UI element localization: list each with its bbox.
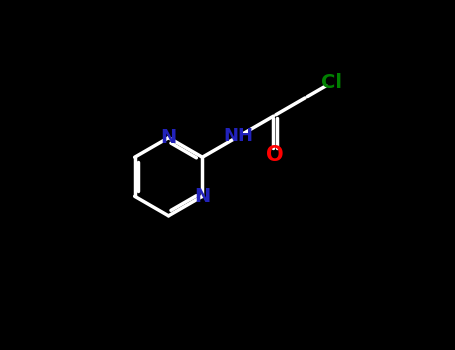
Text: O: O <box>266 145 283 164</box>
Text: N: N <box>160 128 177 147</box>
Text: NH: NH <box>223 127 253 145</box>
Text: Cl: Cl <box>321 73 342 92</box>
Text: N: N <box>194 187 211 206</box>
